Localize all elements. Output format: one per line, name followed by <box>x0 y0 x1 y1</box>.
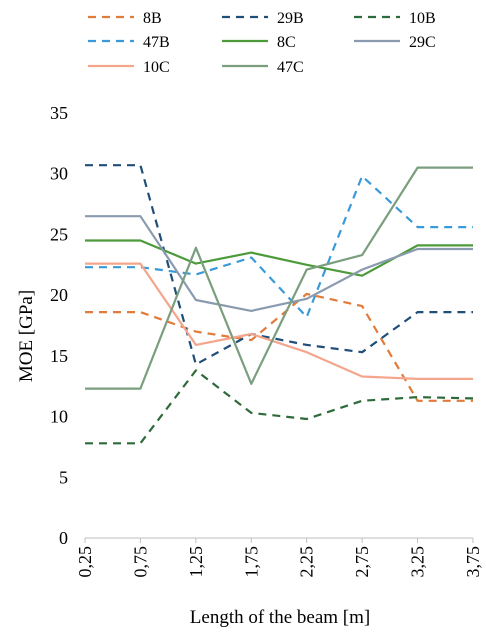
x-tick-label: 3,25 <box>408 546 428 578</box>
legend: 8B 29B 10B 47B 8C 29C 10C 47C <box>88 10 436 76</box>
series-line-29c <box>85 215 473 312</box>
x-tick-label: 0,75 <box>130 546 150 578</box>
axes: 0 5 10 15 20 25 30 35 0,25 0,75 1,25 1,75 2,25 2,75 3,… <box>50 103 483 578</box>
y-tick-label: 20 <box>50 285 68 305</box>
legend-label-47b: 47B <box>143 34 170 51</box>
legend-label-29b: 29B <box>277 10 304 27</box>
series-line-8b <box>85 292 473 402</box>
legend-label-8c: 8C <box>277 34 296 51</box>
y-tick-label: 25 <box>50 224 68 244</box>
series-line-10b <box>85 369 474 445</box>
y-tick-label: 35 <box>50 103 68 123</box>
legend-label-47c: 47C <box>277 59 304 76</box>
series-line-29b <box>85 164 473 366</box>
x-tick-label: 0,25 <box>75 546 95 578</box>
x-tick-label: 3,75 <box>463 546 483 578</box>
legend-label-8b: 8B <box>143 10 162 27</box>
series-line-10c <box>85 262 473 380</box>
series-line-8c <box>85 239 473 277</box>
x-axis-label: Length of the beam [m] <box>190 607 370 628</box>
legend-label-29c: 29C <box>409 34 436 51</box>
series-line-47c <box>85 166 473 390</box>
plot-area <box>85 164 474 445</box>
y-tick-label: 15 <box>50 346 68 366</box>
series-line-47b <box>85 175 473 319</box>
y-tick-label: 10 <box>50 407 68 427</box>
y-tick-label: 0 <box>59 528 68 548</box>
x-tick-label: 2,75 <box>352 546 372 578</box>
legend-label-10b: 10B <box>409 10 436 27</box>
y-tick-label: 5 <box>59 467 68 487</box>
y-axis-label: MOE [GPa] <box>16 290 37 382</box>
legend-label-10c: 10C <box>143 59 170 76</box>
x-tick-label: 1,75 <box>241 546 261 578</box>
x-tick-label: 1,25 <box>186 546 206 578</box>
y-tick-label: 30 <box>50 164 68 184</box>
x-tick-label: 2,25 <box>297 546 317 578</box>
